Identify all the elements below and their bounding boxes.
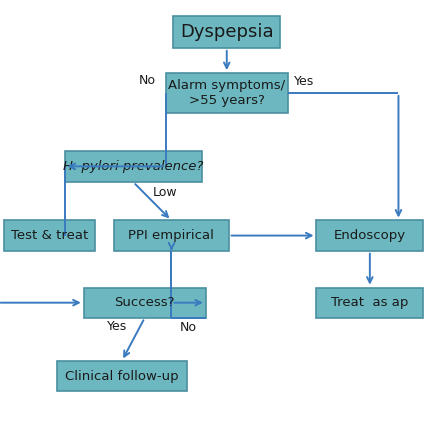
FancyBboxPatch shape: [166, 73, 288, 113]
Text: Success?: Success?: [114, 296, 175, 309]
Text: No: No: [139, 74, 156, 87]
FancyBboxPatch shape: [317, 288, 423, 318]
FancyBboxPatch shape: [84, 288, 206, 318]
FancyBboxPatch shape: [3, 221, 95, 251]
Text: No: No: [180, 321, 197, 334]
Text: H. pylori prevalence?: H. pylori prevalence?: [63, 160, 204, 173]
Text: Yes: Yes: [294, 75, 314, 88]
Text: Treat  as ap: Treat as ap: [331, 296, 408, 309]
Text: Low: Low: [152, 186, 177, 199]
FancyBboxPatch shape: [114, 221, 229, 251]
Text: Yes: Yes: [107, 320, 127, 333]
FancyBboxPatch shape: [57, 361, 187, 391]
Text: Test & treat: Test & treat: [11, 229, 88, 242]
Text: Endoscopy: Endoscopy: [334, 229, 406, 242]
FancyBboxPatch shape: [317, 221, 423, 251]
Text: Clinical follow-up: Clinical follow-up: [65, 370, 178, 382]
Text: Dyspepsia: Dyspepsia: [180, 23, 274, 41]
Text: Alarm symptoms/
>55 years?: Alarm symptoms/ >55 years?: [168, 79, 285, 107]
FancyBboxPatch shape: [65, 150, 202, 182]
FancyBboxPatch shape: [173, 17, 280, 48]
Text: PPI empirical: PPI empirical: [128, 229, 214, 242]
